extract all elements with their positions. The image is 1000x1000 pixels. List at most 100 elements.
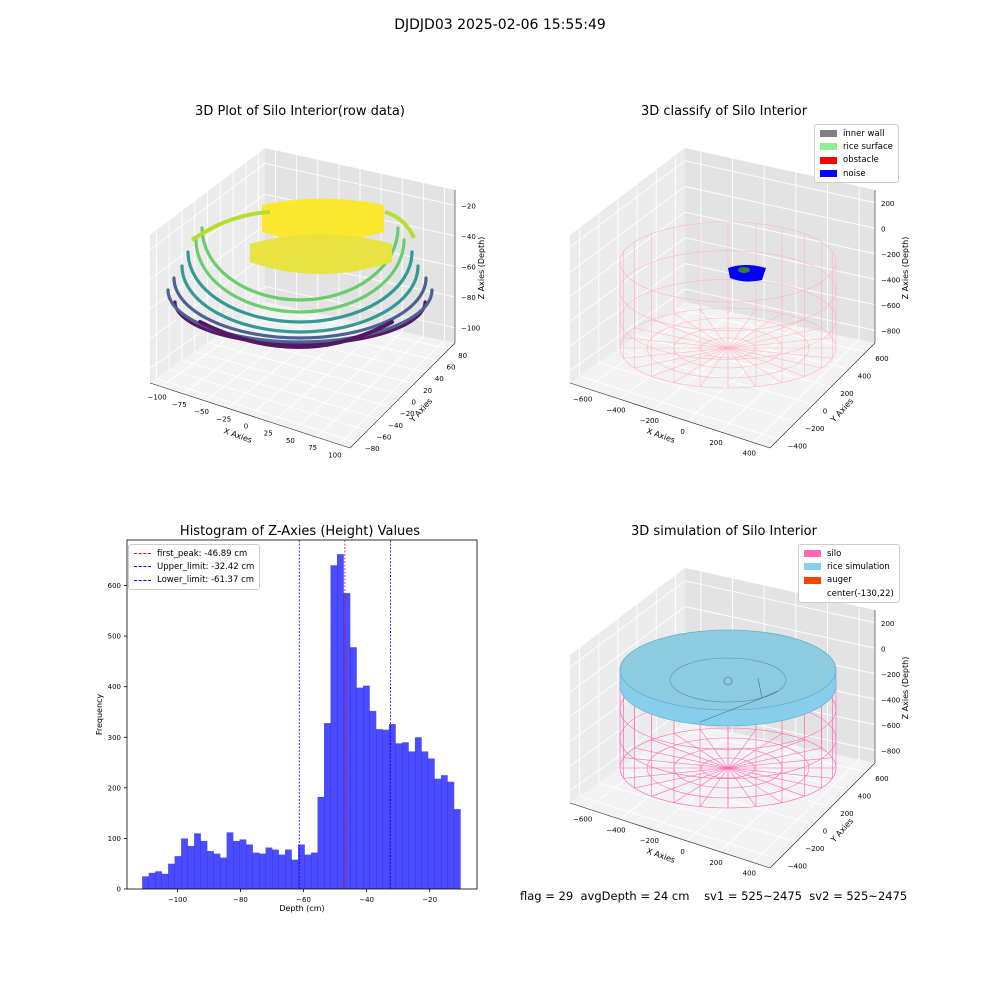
x-tick-label: −100 (147, 394, 166, 402)
grid-line-y (598, 362, 797, 423)
x-tick-label: −20 (422, 896, 437, 904)
legend-item-upper-limit: Upper_limit: -32.42 cm (134, 560, 254, 573)
histogram-bar (142, 876, 149, 889)
z-tick-label: −80 (461, 294, 476, 302)
y-tick-label: 0 (412, 399, 416, 407)
grid-line-y (617, 768, 814, 825)
y-tick-label: −200 (805, 425, 824, 433)
grid-line-z (569, 237, 686, 322)
y-axis-line (769, 342, 876, 449)
raw-top-cap-lower (250, 234, 392, 274)
z-tick-label: −400 (881, 696, 900, 704)
z-tick-label: 200 (881, 620, 894, 628)
raw-band-bottom (198, 320, 394, 349)
y-tick-label: −400 (788, 442, 807, 450)
x-tick-label: 25 (264, 430, 273, 438)
legend-item-obstacle: obstacle (820, 154, 893, 167)
legend-label: noise (843, 168, 866, 179)
grid-line-x (686, 325, 797, 422)
y-tick-label: 600 (875, 355, 888, 363)
raw-band (172, 276, 428, 340)
histogram-bar (388, 724, 396, 889)
grid-line-z (569, 708, 686, 792)
x-tick-label: −200 (640, 417, 659, 425)
histogram-bar (155, 871, 162, 889)
inner-wall-floor-ring (646, 317, 810, 379)
x-axis-label: X Axies (645, 846, 676, 865)
histogram-bar (213, 853, 221, 889)
histogram-bar (408, 751, 416, 889)
grid-line-z (569, 186, 686, 273)
histogram-bar (337, 554, 344, 889)
rice-simulation-top (619, 629, 837, 711)
z-tick-label: −200 (881, 671, 900, 679)
y-tick-label: −20 (400, 410, 415, 418)
histogram-bar (375, 729, 383, 889)
x-tick-label: 0 (244, 423, 248, 431)
histogram-bar (349, 647, 357, 889)
y-tick-label: 100 (108, 835, 121, 843)
inner-wall-floor-ring (700, 337, 756, 359)
x-tick-label: −600 (573, 815, 592, 823)
raw-band (166, 288, 434, 344)
raw-band (186, 250, 414, 324)
grid-line-y (169, 369, 368, 431)
histogram-title: Histogram of Z-Axies (Height) Values (179, 524, 421, 539)
legend-item-silo: silo (804, 547, 894, 560)
histogram-bar (291, 859, 299, 889)
legend-label: inner wall (843, 128, 885, 139)
histogram-bar (259, 853, 266, 889)
grid-line-x (753, 759, 860, 863)
grid-line-y (617, 348, 814, 405)
simulation-plot-title: 3D simulation of Silo Interior (631, 524, 817, 539)
axes-box: −600 −400 −200 0 200 400 −400 −200 0 200 400 600 −80… (569, 148, 910, 458)
z-tick-label: −600 (881, 722, 900, 730)
x-tick-label: −50 (194, 408, 209, 416)
x-tick-label: −200 (640, 837, 659, 845)
z-tick-label: −800 (881, 327, 900, 335)
grid-line-z (569, 580, 686, 668)
legend-item-rice-simulation: rice simulation (804, 560, 894, 573)
y-tick-label: 200 (108, 784, 121, 792)
plot-frame (126, 539, 478, 890)
grid-line-y (156, 378, 356, 443)
z-axis-label: Z Axies (Depth) (901, 237, 910, 300)
histogram-bar (226, 832, 234, 889)
histogram-bar (148, 872, 156, 889)
y-tick-label: 600 (108, 582, 121, 590)
grid-line-x (586, 725, 702, 809)
histogram-bar (440, 775, 448, 889)
histogram-bar (453, 809, 461, 889)
grid-line-z-right (684, 606, 876, 649)
classify-3d-plot: −600 −400 −200 0 200 400 −400 −200 0 200 400 600 −80… (569, 148, 910, 458)
grid-line-y (207, 342, 403, 396)
legend-swatch (804, 550, 821, 558)
legend-label: Lower_limit: -61.37 cm (157, 575, 255, 586)
histogram-bar (200, 840, 208, 889)
histogram-bar (239, 839, 247, 889)
histogram-bar (174, 856, 182, 889)
x-tick-label: 200 (709, 859, 722, 867)
rice-surface-points (738, 267, 750, 273)
histogram-bar (447, 781, 455, 889)
axes-box: −100 −75 −50 −25 0 25 50 75 100 −80 −60 −40 −20 0 2040… (147, 148, 486, 459)
x-tick-label: 0 (680, 848, 684, 856)
legend-line (134, 579, 151, 581)
grid-line-z (569, 160, 686, 248)
grid-line-z-right (264, 162, 456, 206)
legend-label: center(-130,22) (827, 588, 894, 599)
histogram-bar (298, 844, 305, 889)
histogram-bar (317, 796, 325, 889)
histogram-bar (395, 743, 403, 889)
y-tick-label: 200 (840, 810, 853, 818)
sv2-value: sv2 = 525~2475 (809, 889, 908, 903)
legend-line (134, 566, 151, 568)
x-tick-label: −400 (606, 406, 625, 414)
grid-line-z (149, 255, 266, 339)
y-tick-label: 600 (875, 775, 888, 783)
histogram-bar (272, 849, 279, 889)
grid-line-y (258, 306, 450, 350)
grid-line-z-right (684, 237, 876, 280)
y-axis-label: Frequency (95, 694, 104, 736)
y-axis-label: Y Axies (828, 397, 855, 425)
